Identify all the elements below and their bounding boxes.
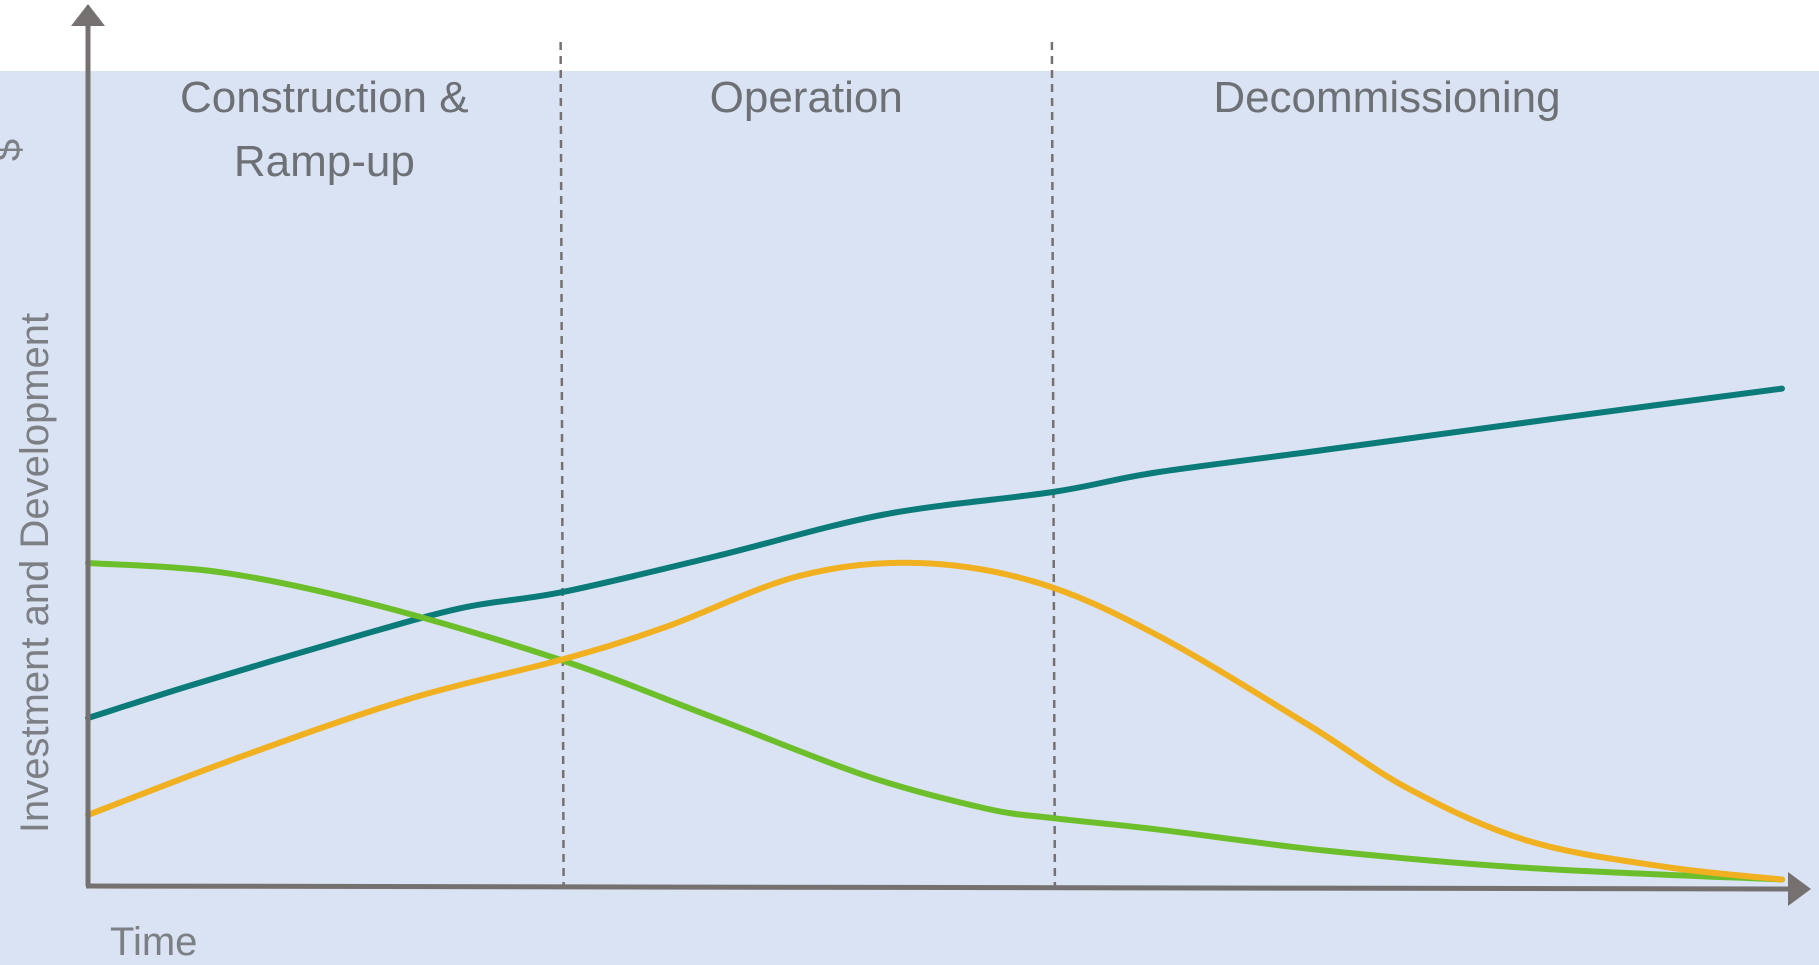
x-axis-line — [85, 883, 1791, 892]
phase-label-1-line-2: Ramp-up — [234, 137, 415, 186]
phase-divider-1 — [559, 41, 565, 887]
x-axis-label: Time — [110, 920, 197, 964]
chart-panel-background — [0, 71, 1819, 965]
y-axis-unit: $ — [0, 139, 29, 161]
phase-label-1-line-1: Construction & — [180, 73, 469, 122]
axes — [71, 4, 1811, 906]
phase-label-2-line-1: Operation — [710, 73, 903, 122]
x-axis-arrow — [1788, 872, 1811, 906]
y-axis-label: Investment and Development — [13, 313, 57, 833]
phase-labels: Construction & Ramp-up Operation Decommissi… — [180, 73, 1561, 186]
series-line-3 — [85, 559, 1785, 883]
phase-label-3-line-1: Decommissioning — [1213, 73, 1560, 122]
y-axis-arrow — [71, 4, 105, 26]
series-line-2 — [85, 560, 1785, 883]
phase-dividers — [559, 41, 1057, 887]
phase-divider-2 — [1050, 41, 1057, 887]
series-line-1 — [85, 385, 1785, 721]
series-lines — [85, 385, 1785, 883]
